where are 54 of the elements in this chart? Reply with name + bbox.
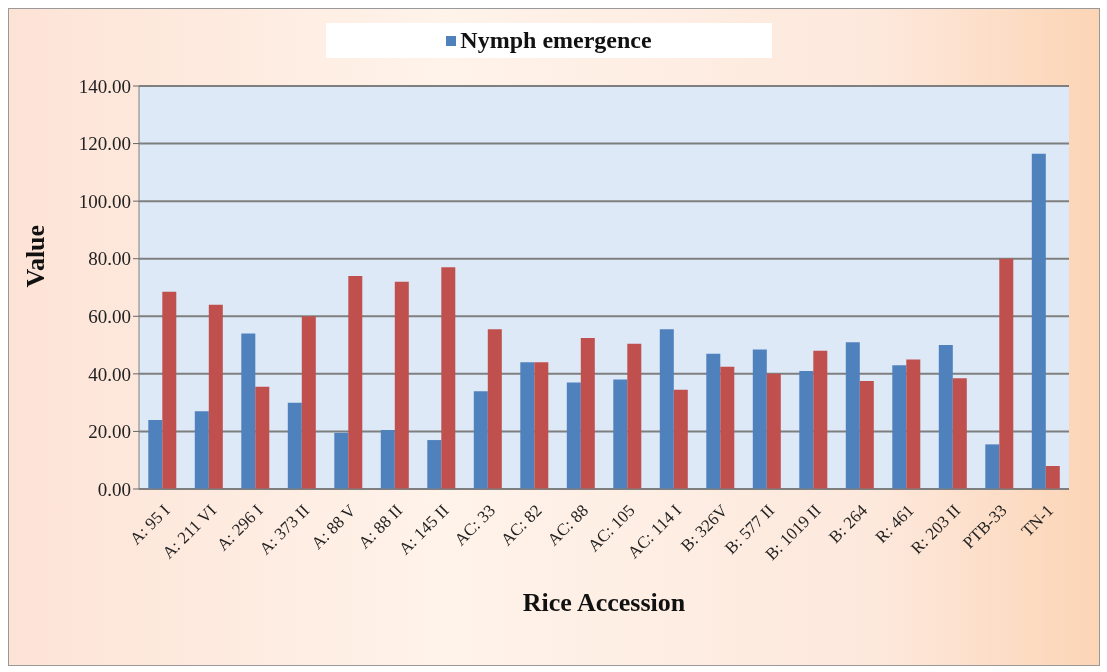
bar [241, 333, 256, 489]
bar [813, 350, 828, 489]
y-tick-label: 140.00 [78, 75, 131, 97]
y-tick-label: 100.00 [78, 190, 131, 212]
bar [859, 381, 874, 489]
bar [473, 391, 488, 489]
bar [394, 281, 409, 489]
bar [659, 329, 674, 489]
bar [380, 429, 395, 489]
bar [534, 362, 549, 489]
bar [706, 353, 721, 489]
bar [441, 267, 456, 489]
bar [427, 440, 442, 489]
bar [999, 258, 1014, 489]
x-tick-label: B: 264 [825, 500, 872, 547]
bar [673, 389, 688, 489]
bar [208, 304, 223, 489]
bar [627, 343, 642, 489]
bar [892, 365, 907, 489]
bar [255, 386, 270, 489]
x-tick-label: AC: 33 [450, 500, 500, 550]
bar [194, 411, 209, 489]
bar [720, 366, 735, 489]
bar [845, 342, 860, 489]
bar [148, 419, 163, 489]
bar [487, 329, 502, 489]
bar [301, 316, 316, 489]
bar [985, 444, 1000, 489]
bar [566, 382, 581, 489]
bar [334, 432, 349, 489]
x-tick-label: AC: 82 [497, 500, 546, 550]
bar [752, 349, 767, 489]
bar [938, 345, 953, 489]
y-tick-label: 60.00 [88, 306, 131, 328]
bar [520, 362, 535, 489]
bar [799, 370, 814, 489]
bar [952, 378, 967, 489]
x-axis-title: Rice Accession [522, 588, 686, 617]
bar [906, 359, 921, 489]
bar [287, 402, 302, 489]
bar [613, 379, 628, 489]
bar [1031, 153, 1046, 489]
y-axis-title: Value [21, 224, 51, 288]
y-tick-label: 0.00 [97, 478, 131, 500]
bar [766, 373, 781, 489]
y-tick-label: 40.00 [88, 363, 131, 385]
bar [162, 291, 177, 489]
y-tick-label: 120.00 [78, 133, 131, 155]
y-tick-label: 80.00 [88, 248, 131, 270]
legend-label: Nymph emergence [460, 27, 652, 54]
y-tick-label: 20.00 [88, 421, 131, 443]
bar [1045, 465, 1060, 489]
bar [580, 337, 595, 489]
bar [348, 275, 363, 489]
